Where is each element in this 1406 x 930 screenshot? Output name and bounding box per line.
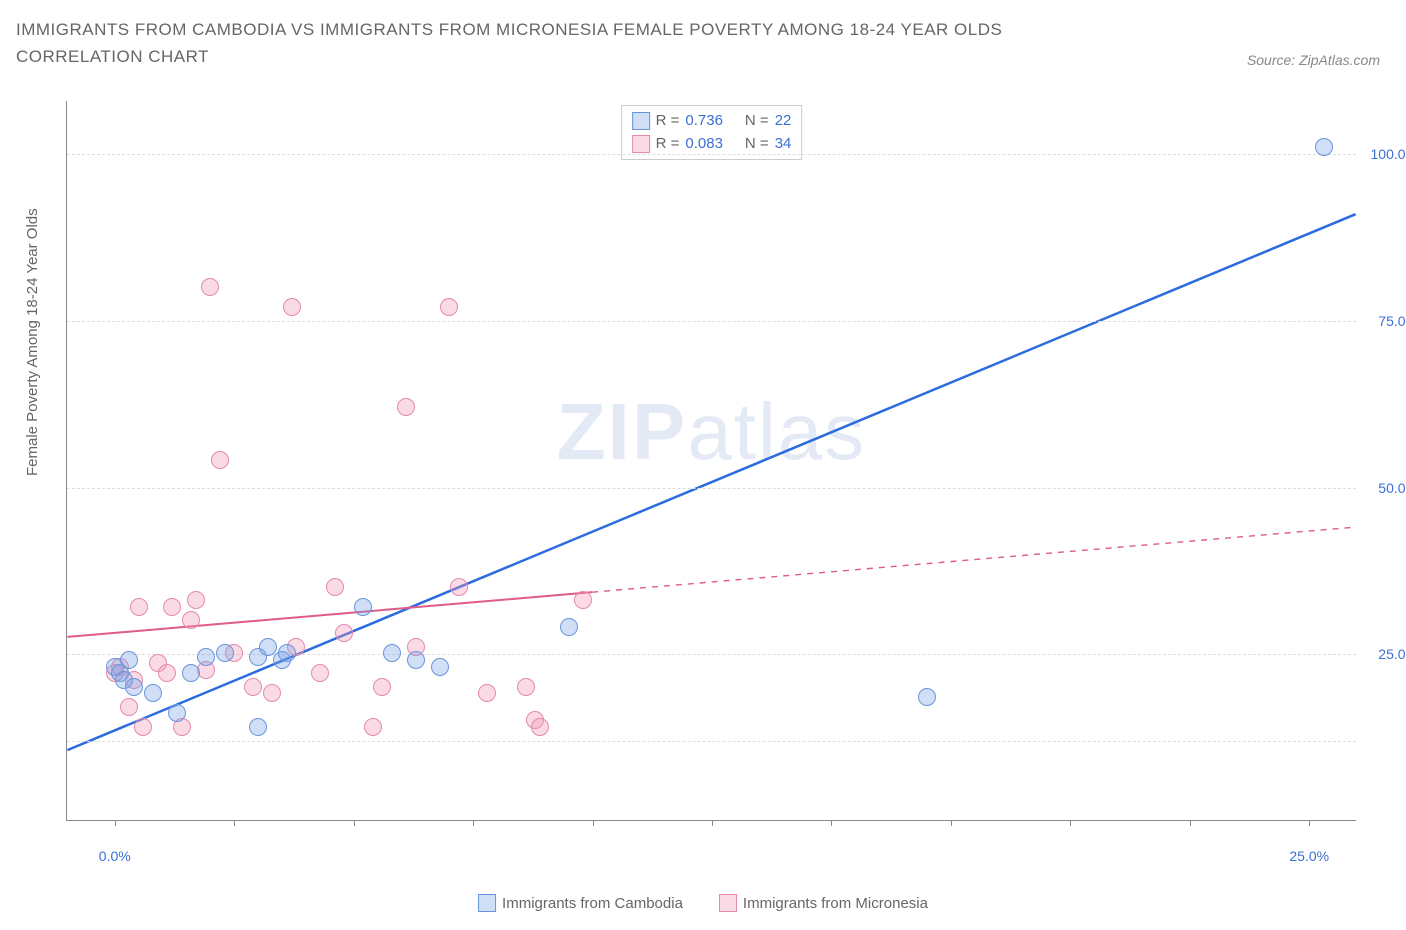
x-tick-label: 25.0% <box>1289 848 1329 864</box>
data-point-cambodia <box>407 651 425 669</box>
correlation-legend: R = 0.736 N = 22 R = 0.083 N = 34 <box>621 105 803 160</box>
regression-line-micronesia-extrapolated <box>592 527 1355 592</box>
legend-n-label: N = <box>745 110 769 133</box>
data-point-micronesia <box>244 678 262 696</box>
legend-swatch-micronesia <box>632 135 650 153</box>
chart-title: IMMIGRANTS FROM CAMBODIA VS IMMIGRANTS F… <box>16 16 1116 70</box>
legend-r-value-micronesia: 0.083 <box>685 133 723 156</box>
legend-label-cambodia: Immigrants from Cambodia <box>502 895 683 912</box>
legend-label-micronesia: Immigrants from Micronesia <box>743 895 928 912</box>
gridline <box>67 741 1356 742</box>
correlation-chart: IMMIGRANTS FROM CAMBODIA VS IMMIGRANTS F… <box>16 16 1390 914</box>
data-point-micronesia <box>120 698 138 716</box>
data-point-cambodia <box>560 618 578 636</box>
x-tick <box>1309 820 1310 826</box>
data-point-micronesia <box>130 598 148 616</box>
data-point-micronesia <box>478 684 496 702</box>
data-point-cambodia <box>278 644 296 662</box>
legend-n-label: N = <box>745 133 769 156</box>
data-point-cambodia <box>197 648 215 666</box>
data-point-micronesia <box>326 578 344 596</box>
legend-n-value-cambodia: 22 <box>775 110 792 133</box>
x-tick <box>234 820 235 826</box>
series-legend: Immigrants from Cambodia Immigrants from… <box>478 894 928 912</box>
y-tick-label: 50.0% <box>1378 480 1406 496</box>
legend-item-micronesia: Immigrants from Micronesia <box>719 894 928 912</box>
x-tick-label: 0.0% <box>99 848 131 864</box>
x-tick <box>1190 820 1191 826</box>
data-point-cambodia <box>918 688 936 706</box>
data-point-micronesia <box>263 684 281 702</box>
x-tick <box>951 820 952 826</box>
x-tick <box>1070 820 1071 826</box>
data-point-micronesia <box>163 598 181 616</box>
legend-r-label: R = <box>656 133 680 156</box>
data-point-micronesia <box>283 298 301 316</box>
legend-swatch-cambodia <box>478 894 496 912</box>
data-point-micronesia <box>517 678 535 696</box>
y-tick-label: 100.0% <box>1371 146 1406 162</box>
data-point-micronesia <box>134 718 152 736</box>
gridline <box>67 154 1356 155</box>
data-point-micronesia <box>158 664 176 682</box>
legend-r-value-cambodia: 0.736 <box>685 110 723 133</box>
data-point-micronesia <box>182 611 200 629</box>
x-tick <box>593 820 594 826</box>
data-point-cambodia <box>216 644 234 662</box>
data-point-micronesia <box>574 591 592 609</box>
data-point-micronesia <box>187 591 205 609</box>
data-point-micronesia <box>450 578 468 596</box>
legend-row-micronesia: R = 0.083 N = 34 <box>632 133 792 156</box>
data-point-micronesia <box>440 298 458 316</box>
data-point-micronesia <box>397 398 415 416</box>
data-point-cambodia <box>120 651 138 669</box>
legend-swatch-micronesia <box>719 894 737 912</box>
x-tick <box>473 820 474 826</box>
x-tick <box>354 820 355 826</box>
x-tick <box>712 820 713 826</box>
data-point-micronesia <box>531 718 549 736</box>
data-point-cambodia <box>431 658 449 676</box>
plot-area: ZIPatlas R = 0.736 N = 22 R = 0.083 N = … <box>66 101 1356 821</box>
data-point-micronesia <box>364 718 382 736</box>
data-point-micronesia <box>373 678 391 696</box>
data-point-cambodia <box>249 718 267 736</box>
legend-n-value-micronesia: 34 <box>775 133 792 156</box>
regression-line-cambodia <box>67 214 1355 750</box>
data-point-cambodia <box>144 684 162 702</box>
data-point-micronesia <box>335 624 353 642</box>
gridline <box>67 321 1356 322</box>
data-point-micronesia <box>311 664 329 682</box>
legend-row-cambodia: R = 0.736 N = 22 <box>632 110 792 133</box>
data-point-cambodia <box>259 638 277 656</box>
legend-item-cambodia: Immigrants from Cambodia <box>478 894 683 912</box>
data-point-cambodia <box>1315 138 1333 156</box>
legend-swatch-cambodia <box>632 112 650 130</box>
y-tick-label: 25.0% <box>1378 646 1406 662</box>
legend-r-label: R = <box>656 110 680 133</box>
x-tick <box>831 820 832 826</box>
y-tick-label: 75.0% <box>1378 313 1406 329</box>
data-point-micronesia <box>211 451 229 469</box>
data-point-cambodia <box>182 664 200 682</box>
data-point-cambodia <box>383 644 401 662</box>
y-axis-label: Female Poverty Among 18-24 Year Olds <box>24 208 41 476</box>
source-attribution: Source: ZipAtlas.com <box>1247 52 1380 68</box>
regression-lines-layer <box>67 101 1356 820</box>
regression-line-micronesia <box>67 592 592 637</box>
x-tick <box>115 820 116 826</box>
data-point-micronesia <box>201 278 219 296</box>
data-point-cambodia <box>168 704 186 722</box>
data-point-cambodia <box>125 678 143 696</box>
data-point-cambodia <box>354 598 372 616</box>
gridline <box>67 488 1356 489</box>
